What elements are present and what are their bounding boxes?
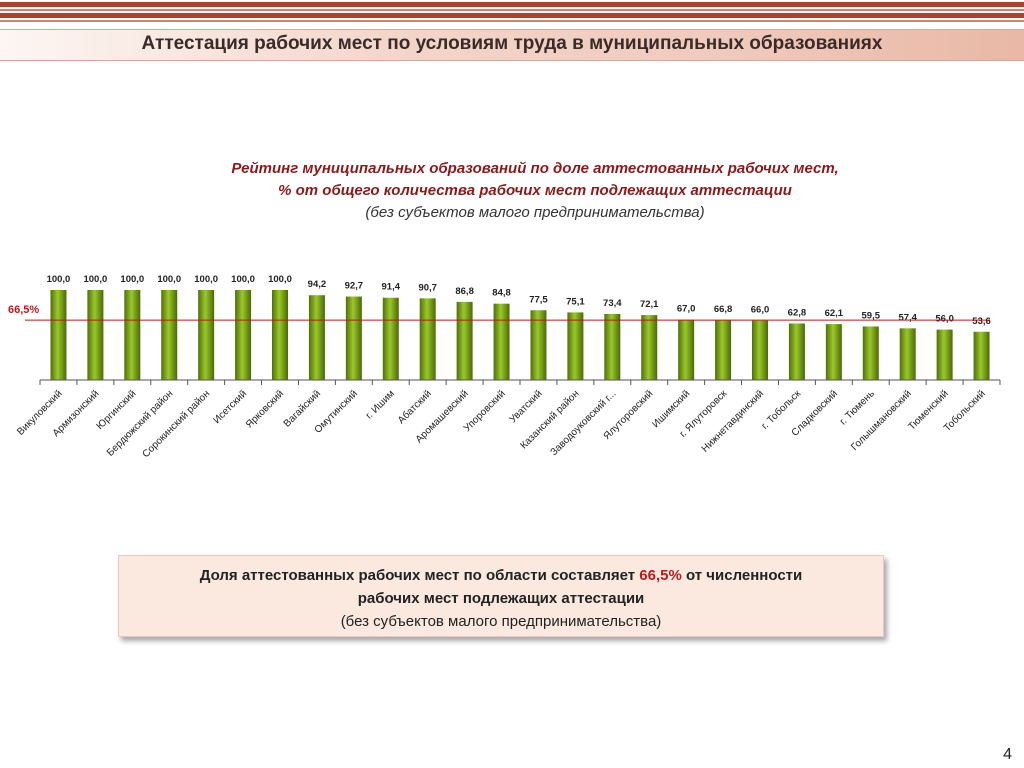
bar bbox=[87, 290, 104, 380]
title-bar: Аттестация рабочих мест по условиям труд… bbox=[0, 29, 1024, 61]
value-label: 100,0 bbox=[157, 274, 181, 285]
value-label: 59,5 bbox=[862, 310, 881, 321]
value-label: 84,8 bbox=[492, 288, 511, 299]
bar bbox=[825, 324, 842, 380]
value-label: 92,7 bbox=[345, 281, 364, 292]
value-label: 94,2 bbox=[308, 279, 327, 290]
category-label: Бердюжский район bbox=[105, 388, 175, 458]
value-label: 75,1 bbox=[566, 296, 585, 307]
value-label: 56,0 bbox=[935, 314, 954, 325]
value-label: 53,6 bbox=[972, 316, 991, 327]
category-label: г. Тюмень bbox=[838, 388, 877, 427]
bar bbox=[641, 315, 658, 380]
bar bbox=[161, 290, 178, 380]
value-label: 91,4 bbox=[382, 282, 401, 293]
bar bbox=[936, 329, 953, 380]
value-label: 72,1 bbox=[640, 299, 659, 310]
bar bbox=[788, 323, 805, 380]
value-label: 100,0 bbox=[231, 274, 255, 285]
category-label: Ярковский bbox=[244, 388, 286, 430]
category-label: Заводоуковский г... bbox=[549, 388, 619, 458]
header-stripes bbox=[0, 0, 1024, 28]
bar bbox=[272, 290, 288, 380]
bar bbox=[50, 290, 67, 380]
page-number: 4 bbox=[1003, 746, 1012, 763]
bar bbox=[604, 313, 621, 380]
page-title: Аттестация рабочих мест по условиям труд… bbox=[141, 33, 883, 54]
category-label: г. Ишим bbox=[364, 388, 397, 421]
value-label: 57,4 bbox=[898, 312, 917, 323]
bar bbox=[973, 331, 990, 380]
chart-title-line3: (без субъектов малого предпринимательств… bbox=[365, 204, 705, 221]
chart-title-line2: % от общего количества рабочих мест подл… bbox=[278, 182, 792, 199]
category-label: Сорокинский район bbox=[140, 388, 212, 460]
summary-line3: (без субъектов малого предпринимательств… bbox=[340, 613, 662, 630]
value-label: 62,8 bbox=[788, 307, 807, 318]
reference-line-label: 66,5% bbox=[8, 304, 39, 316]
bar bbox=[419, 298, 436, 380]
bar bbox=[198, 290, 215, 380]
summary-box: Доля аттестованных рабочих мест по облас… bbox=[118, 555, 884, 637]
bar bbox=[567, 312, 584, 380]
value-label: 86,8 bbox=[455, 286, 474, 297]
summary-text-part1: Доля аттестованных рабочих мест по облас… bbox=[199, 567, 640, 584]
bar-chart: 100,0Викуловский100,0Армизонский100,0Юрг… bbox=[8, 274, 1001, 460]
bar bbox=[345, 296, 362, 380]
category-label: Исетский bbox=[211, 388, 249, 426]
bar bbox=[530, 310, 547, 380]
value-label: 100,0 bbox=[268, 274, 292, 285]
value-label: 100,0 bbox=[194, 274, 218, 285]
bar bbox=[715, 319, 732, 380]
value-label: 90,7 bbox=[418, 282, 437, 293]
summary-line2: рабочих мест подлежащих аттестации bbox=[357, 590, 645, 607]
summary-highlight: 66,5% bbox=[639, 567, 682, 584]
value-label: 62,1 bbox=[825, 308, 844, 319]
chart-title-line1: Рейтинг муниципальных образований по дол… bbox=[231, 160, 839, 177]
bar bbox=[678, 319, 695, 380]
value-label: 66,8 bbox=[714, 304, 733, 315]
value-label: 77,5 bbox=[529, 294, 548, 305]
category-label: Уватский bbox=[508, 388, 545, 425]
value-label: 100,0 bbox=[83, 274, 107, 285]
category-label: Абатский bbox=[395, 388, 434, 427]
bar bbox=[382, 297, 399, 380]
category-label: Нижнетавдинский bbox=[700, 388, 766, 454]
value-label: 100,0 bbox=[120, 274, 144, 285]
bar bbox=[456, 301, 473, 380]
chart-title: Рейтинг муниципальных образований по дол… bbox=[200, 158, 870, 224]
bar bbox=[235, 290, 252, 380]
summary-text-part2: от численности bbox=[681, 567, 803, 584]
bar bbox=[493, 303, 510, 380]
bar bbox=[752, 320, 768, 380]
bar bbox=[124, 290, 141, 380]
value-label: 100,0 bbox=[47, 274, 71, 285]
bar bbox=[308, 295, 325, 380]
value-label: 73,4 bbox=[603, 298, 622, 309]
value-label: 67,0 bbox=[677, 304, 696, 315]
bar bbox=[862, 326, 879, 380]
value-label: 66,0 bbox=[751, 305, 770, 316]
bar bbox=[899, 328, 916, 380]
summary-line1: Доля аттестованных рабочих мест по облас… bbox=[119, 564, 883, 587]
